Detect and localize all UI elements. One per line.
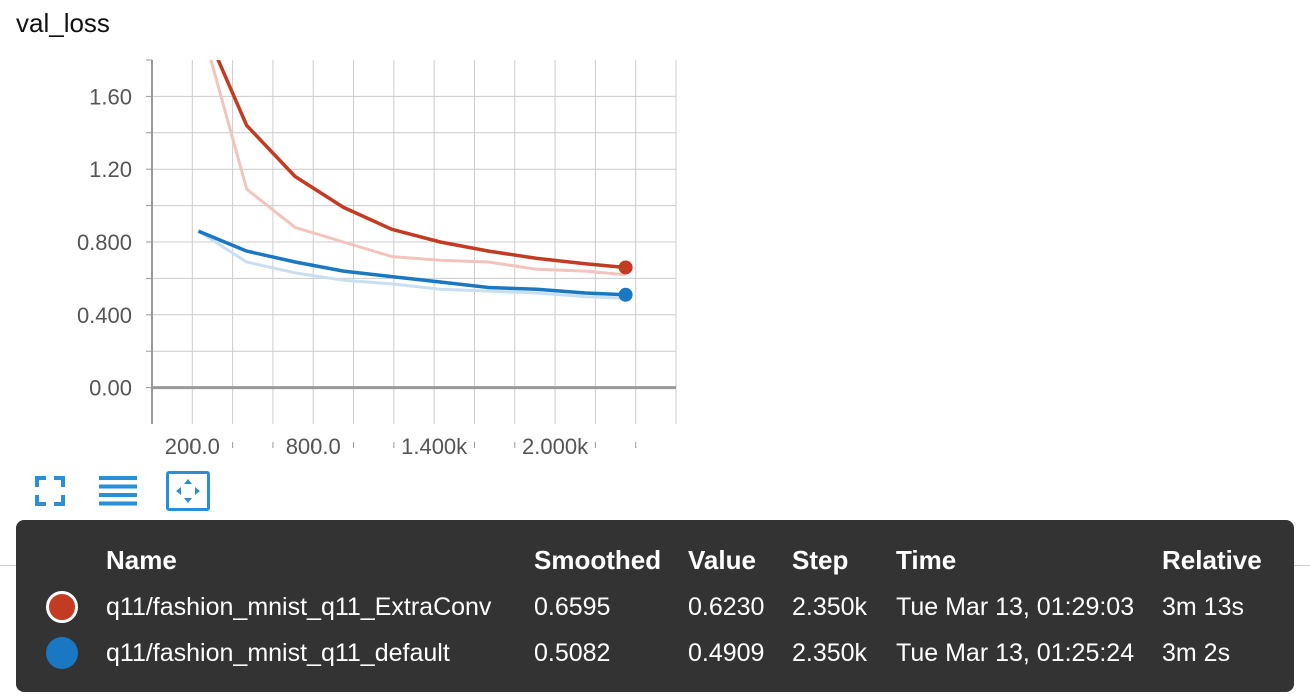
step-value: 2.350k [792,593,868,621]
time-value: Tue Mar 13, 01:25:24 [896,639,1135,667]
chart-axes [146,59,676,448]
time-value: Tue Mar 13, 01:29:03 [896,593,1135,621]
x-axis-ticks: 200.0 800.0 1.400k 2.000k [165,434,589,459]
list-icon [99,476,137,506]
run-name: q11/fashion_mnist_q11_ExtraConv [106,593,492,621]
fullscreen-icon [35,476,65,506]
raw-value: 0.4909 [688,639,765,667]
header-name: Name [106,545,177,575]
series-raw-line-1 [197,229,626,300]
x-tick-label: 800.0 [286,434,341,459]
tooltip-header: Name Smoothed Value Step Time Relative [16,540,1294,580]
chart-toolbar [30,470,210,512]
chart-lines [197,60,626,300]
chart-grid [152,60,677,424]
relative-value: 3m 2s [1162,639,1231,667]
series-smoothed-line-1 [197,229,626,297]
fit-domain-button[interactable] [166,471,210,511]
toggle-log-scale-button[interactable] [98,471,138,511]
header-value: Value [688,545,756,575]
x-tick-label: 2.000k [522,434,589,459]
y-tick-label: 0.800 [77,230,132,255]
tooltip-row: q11/fashion_mnist_q11_default 0.5082 0.4… [16,633,1294,673]
series-end-marker-0 [618,260,633,275]
data-tooltip: Name Smoothed Value Step Time Relative q… [16,520,1294,692]
chart-title: val_loss [16,8,110,38]
series-end-marker-1 [618,287,633,302]
run-name: q11/fashion_mnist_q11_default [106,639,450,667]
y-tick-label: 0.400 [77,303,132,328]
header-time: Time [896,545,957,575]
smoothed-value: 0.5082 [534,639,611,667]
series-smoothed-line-0 [216,60,626,270]
relative-value: 3m 13s [1162,593,1244,621]
smoothed-value: 0.6595 [534,593,611,621]
x-tick-label: 200.0 [165,434,220,459]
chart-end-markers [618,260,633,302]
step-value: 2.350k [792,639,868,667]
header-relative: Relative [1162,545,1262,575]
y-tick-label: 1.20 [89,157,132,182]
raw-value: 0.6230 [688,593,765,621]
y-tick-label: 0.00 [89,376,132,401]
fullscreen-button[interactable] [30,471,70,511]
fit-domain-icon [176,479,200,503]
series-raw-line-0 [209,60,626,277]
x-tick-label: 1.400k [401,434,468,459]
header-smoothed: Smoothed [534,545,662,575]
y-axis-ticks: 0.00 0.400 0.800 1.20 1.60 [77,84,132,400]
header-step: Step [792,545,849,575]
y-tick-label: 1.60 [89,84,132,109]
tooltip-row: q11/fashion_mnist_q11_ExtraConv 0.6595 0… [16,587,1294,627]
series-color-dot [46,591,78,623]
series-color-dot [46,637,78,669]
